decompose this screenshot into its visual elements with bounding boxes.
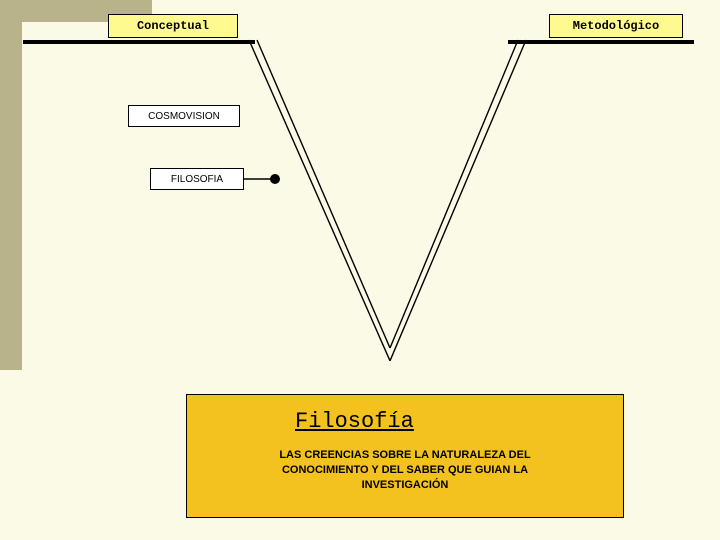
decorative-left-bar <box>0 0 22 370</box>
box-cosmovision: COSMOVISION <box>128 105 240 127</box>
label-cosmovision: COSMOVISION <box>148 111 220 122</box>
label-conceptual: Conceptual <box>137 19 209 33</box>
thick-line-right <box>508 40 694 44</box>
box-conceptual: Conceptual <box>108 14 238 38</box>
label-metodologico: Metodológico <box>573 19 659 33</box>
box-filosofia-small: FILOSOFIA <box>150 168 244 190</box>
box-metodologico: Metodológico <box>549 14 683 38</box>
label-filosofia-small: FILOSOFIA <box>171 174 223 185</box>
thick-line-left <box>23 40 255 44</box>
panel-title: Filosofía <box>215 409 595 434</box>
definition-panel: Filosofía LAS CREENCIAS SOBRE LA NATURAL… <box>186 394 624 518</box>
panel-description: LAS CREENCIAS SOBRE LA NATURALEZA DEL CO… <box>215 448 595 493</box>
